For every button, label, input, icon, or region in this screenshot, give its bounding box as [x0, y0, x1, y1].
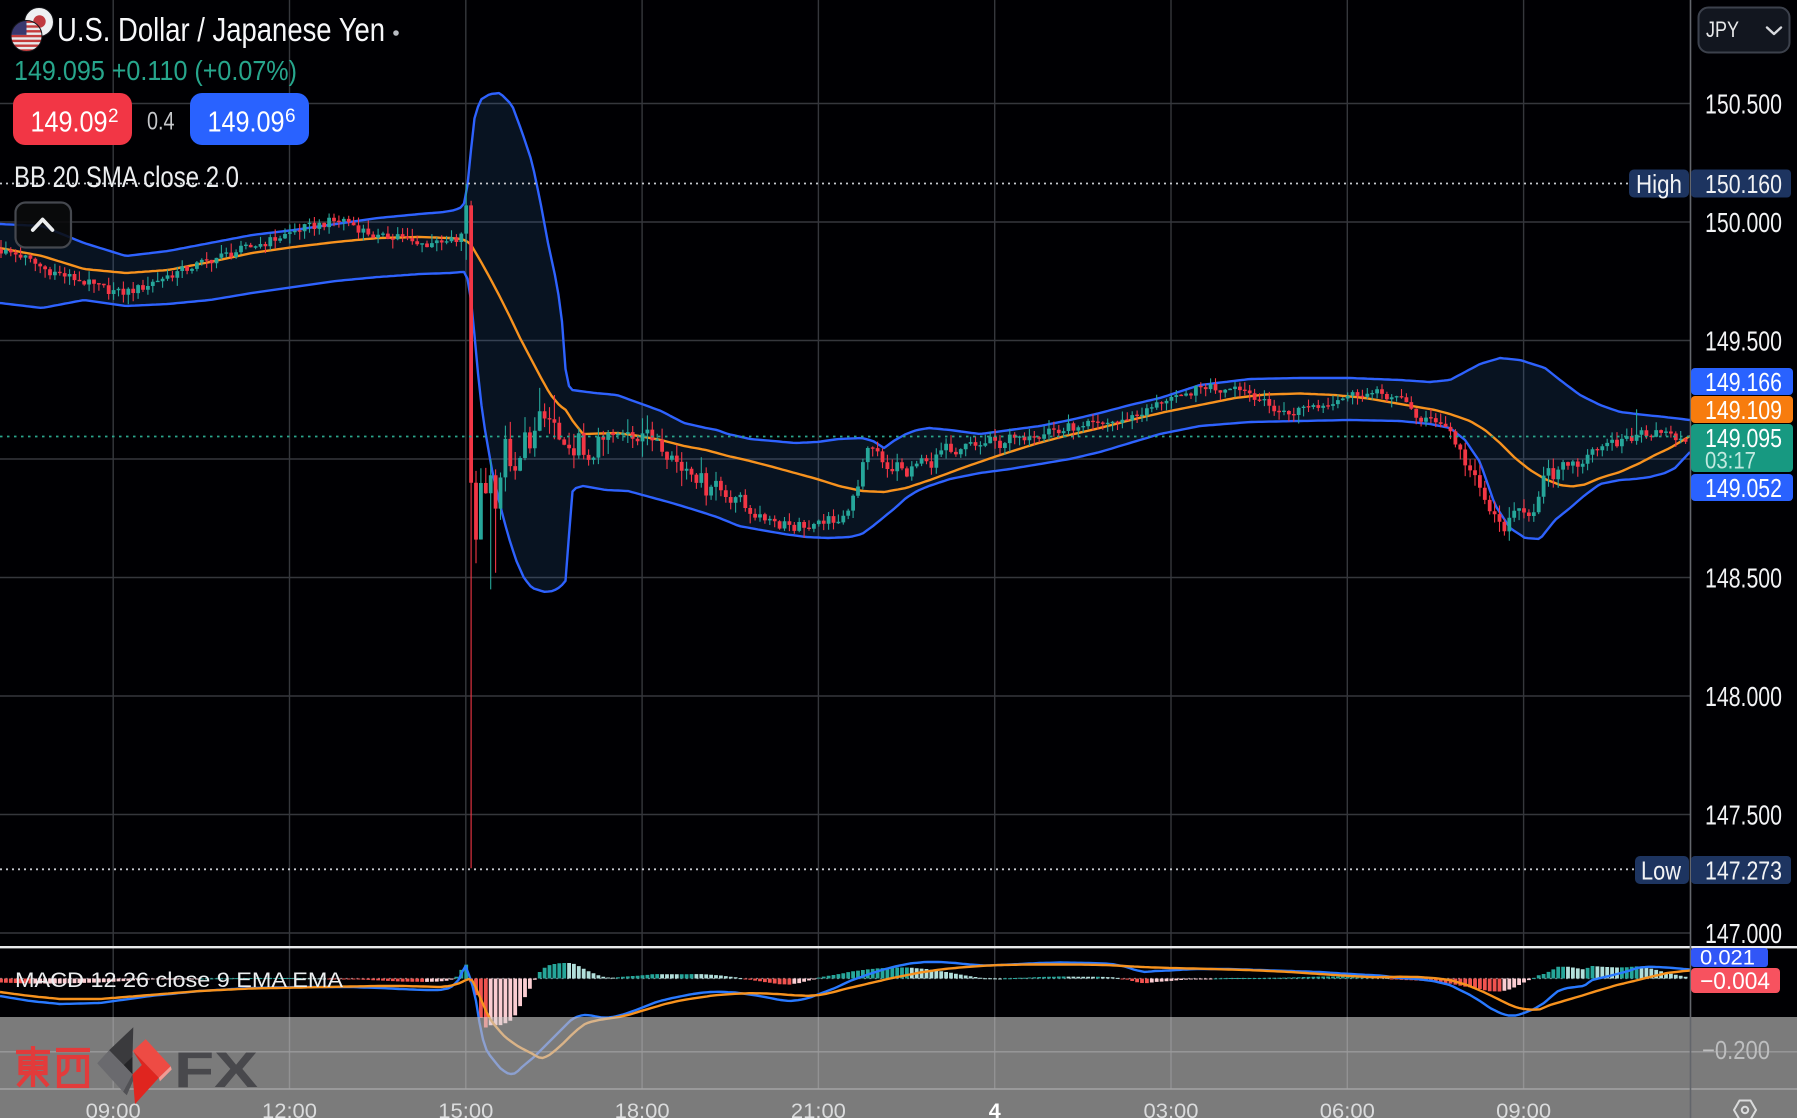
svg-text:−0.200: −0.200 — [1702, 1035, 1770, 1065]
svg-text:149.109: 149.109 — [1705, 395, 1782, 425]
svg-text:0.4: 0.4 — [147, 108, 175, 136]
svg-text:MACD 12 26 close 9 EMA EMA: MACD 12 26 close 9 EMA EMA — [15, 968, 344, 992]
svg-text:149.09: 149.09 — [208, 107, 285, 139]
svg-text:Low: Low — [1641, 856, 1681, 886]
svg-text:149.500: 149.500 — [1705, 326, 1782, 357]
svg-text:12:00: 12:00 — [262, 1099, 317, 1118]
svg-text:6: 6 — [285, 106, 296, 127]
svg-text:2: 2 — [108, 106, 119, 127]
svg-text:4: 4 — [989, 1099, 1001, 1118]
svg-text:150.000: 150.000 — [1705, 207, 1782, 238]
svg-text:18:00: 18:00 — [615, 1099, 670, 1118]
svg-text:JPY: JPY — [1706, 17, 1739, 42]
svg-text:03:17: 03:17 — [1705, 448, 1756, 475]
svg-text:BB 20 SMA close 2 0: BB 20 SMA close 2 0 — [14, 161, 239, 194]
svg-text:150.160: 150.160 — [1705, 169, 1782, 199]
svg-text:147.000: 147.000 — [1705, 918, 1782, 949]
svg-text:148.500: 148.500 — [1705, 563, 1782, 594]
svg-text:09:00: 09:00 — [86, 1099, 141, 1118]
svg-text:15:00: 15:00 — [438, 1099, 493, 1118]
svg-text:FX: FX — [174, 1042, 258, 1098]
svg-text:149.095 +0.110 (+0.07%): 149.095 +0.110 (+0.07%) — [14, 55, 297, 86]
svg-text:21:00: 21:00 — [791, 1099, 846, 1118]
svg-text:U.S. Dollar / Japanese Yen: U.S. Dollar / Japanese Yen — [57, 11, 385, 48]
svg-text:06:00: 06:00 — [1320, 1099, 1375, 1118]
svg-text:148.000: 148.000 — [1705, 681, 1782, 712]
svg-text:147.500: 147.500 — [1705, 800, 1782, 831]
svg-text:0.021: 0.021 — [1700, 947, 1755, 970]
svg-text:09:00: 09:00 — [1496, 1099, 1551, 1118]
svg-text:High: High — [1636, 169, 1682, 199]
svg-text:149.052: 149.052 — [1705, 473, 1782, 503]
svg-text:147.273: 147.273 — [1705, 856, 1782, 886]
svg-text:−0.004: −0.004 — [1700, 968, 1770, 995]
svg-text:149.166: 149.166 — [1705, 367, 1782, 397]
svg-text:150.500: 150.500 — [1705, 89, 1782, 120]
svg-text:03:00: 03:00 — [1144, 1099, 1199, 1118]
svg-text:149.095: 149.095 — [1705, 423, 1782, 453]
svg-text:149.09: 149.09 — [31, 107, 108, 139]
